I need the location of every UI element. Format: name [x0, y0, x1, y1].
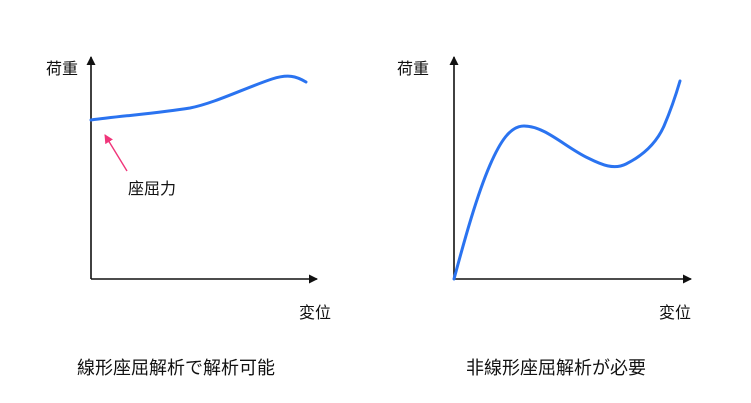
right-y-axis-label: 荷重	[397, 59, 429, 78]
left-y-axis-label: 荷重	[46, 59, 78, 78]
left-load-displacement-curve	[89, 74, 308, 122]
buckling-callout-arrow	[104, 134, 128, 172]
left-panel: 荷重 変位 座屈力 線形座屈解析で解析可能	[46, 56, 331, 379]
right-x-axis-label: 変位	[659, 303, 691, 322]
right-panel: 荷重 変位 非線形座屈解析が必要	[397, 56, 692, 379]
buckling-load-label: 座屈力	[128, 179, 176, 198]
left-caption: 線形座屈解析で解析可能	[77, 358, 275, 379]
right-load-displacement-curve	[452, 79, 682, 281]
right-caption: 非線形座屈解析が必要	[466, 358, 646, 379]
left-x-axis-label: 変位	[299, 303, 331, 322]
